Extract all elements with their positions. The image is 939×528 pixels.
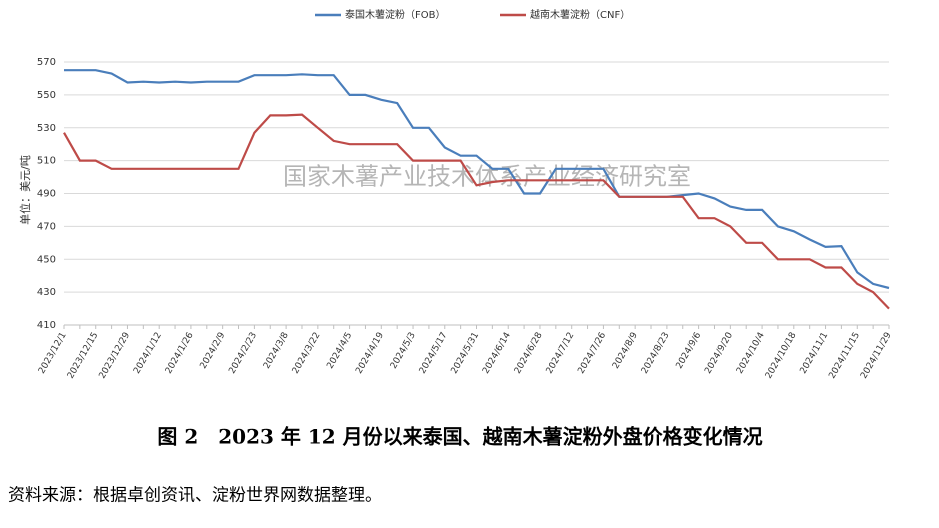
x-tick-label: 2024/4/19	[354, 331, 386, 376]
x-tick-label: 2024/3/8	[262, 331, 291, 371]
x-tick-label: 2024/11/1	[799, 331, 831, 376]
x-tick-label: 2024/1/12	[132, 331, 164, 376]
x-tick-label: 2024/9/20	[703, 331, 735, 376]
x-tick-label: 2023/12/29	[98, 331, 133, 381]
x-tick-label: 2024/10/18	[764, 331, 799, 381]
x-tick-label: 2024/11/15	[827, 331, 862, 381]
legend-label: 泰国木薯淀粉（FOB）	[345, 8, 445, 21]
x-tick-label: 2024/2/9	[199, 331, 228, 371]
x-tick-label: 2023/12/1	[37, 331, 69, 376]
y-tick-label: 410	[37, 320, 56, 331]
x-tick-label: 2024/5/17	[418, 331, 450, 376]
x-tick-label: 2024/6/14	[481, 331, 513, 376]
x-tick-label: 2024/4/5	[325, 331, 354, 371]
y-tick-label: 510	[37, 156, 56, 167]
x-tick-label: 2024/8/23	[640, 331, 672, 376]
y-tick-label: 450	[37, 254, 56, 265]
caption: 图 2 2023 年 12 月份以来泰国、越南木薯淀粉外盘价格变化情况	[157, 425, 762, 449]
x-tick-label: 2024/5/3	[389, 331, 418, 371]
x-tick-label: 2024/2/23	[227, 331, 259, 376]
x-tick-label: 2024/5/31	[450, 331, 482, 376]
y-tick-label: 490	[37, 189, 56, 200]
x-tick-label: 2023/12/15	[66, 331, 101, 381]
source: 资料来源：根据卓创资讯、淀粉世界网数据整理。	[8, 486, 382, 506]
x-tick-label: 2024/1/26	[164, 331, 196, 376]
y-tick-label: 430	[37, 287, 56, 298]
legend-label: 越南木薯淀粉（CNF）	[530, 8, 630, 21]
y-axis-label: 单位：美元/吨	[18, 155, 32, 225]
series-line	[63, 113, 890, 310]
y-tick-label: 550	[37, 90, 56, 101]
x-tick-label: 2024/9/6	[675, 331, 704, 371]
x-tick-label: 2024/7/26	[576, 331, 608, 376]
x-tick-label: 2024/6/28	[513, 331, 545, 376]
watermark: 国家木薯产业技术体系产业经济研究室	[283, 163, 691, 191]
x-tick-label: 2024/3/22	[291, 331, 323, 376]
x-tick-label: 2024/7/12	[545, 331, 577, 376]
series-line	[64, 69, 890, 290]
x-tick-label: 2024/11/29	[859, 331, 894, 381]
y-tick-label: 570	[37, 57, 56, 68]
x-tick-label: 2024/10/4	[735, 331, 767, 376]
y-tick-label: 530	[37, 123, 56, 134]
x-tick-label: 2024/8/9	[611, 331, 640, 371]
y-tick-label: 470	[37, 221, 56, 232]
